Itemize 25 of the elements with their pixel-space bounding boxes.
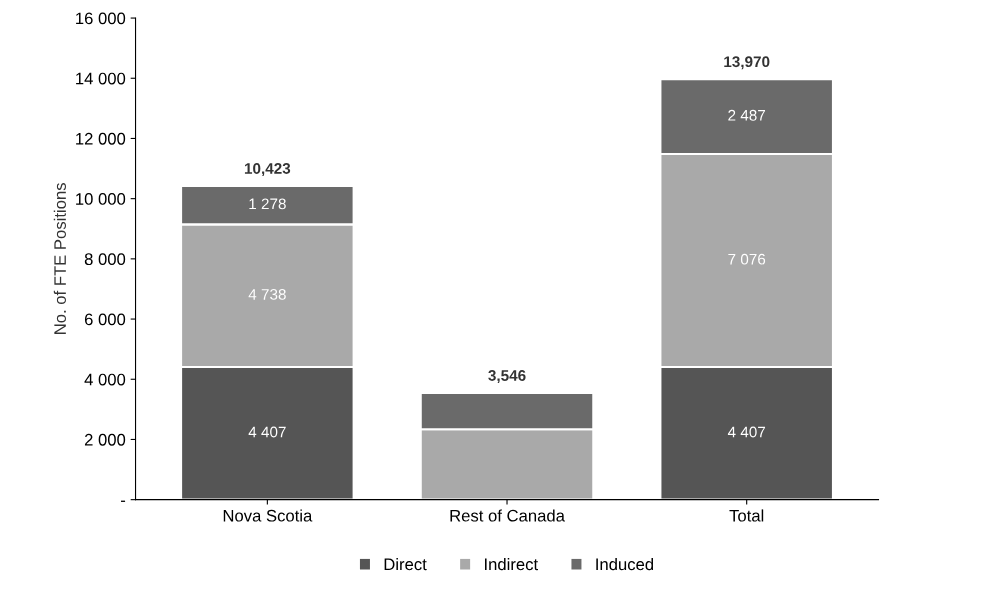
y-tick-label: - — [121, 500, 126, 502]
y-tick-label: 8 000 — [84, 253, 126, 266]
total-label: 10,423 — [244, 163, 291, 177]
y-tick-label: 2 000 — [84, 433, 126, 446]
total-label: 13,970 — [724, 56, 770, 70]
y-tick-label: 6 000 — [84, 313, 126, 326]
y-tick-label: 10 000 — [76, 193, 126, 205]
x-tick-label: Rest of Canada — [450, 509, 565, 522]
data-label: 1 278 — [249, 198, 286, 210]
legend-label: Induced — [596, 558, 654, 571]
total-label: 3,546 — [488, 370, 526, 384]
data-label: 4 407 — [248, 426, 286, 438]
y-tick-label: 14 000 — [76, 72, 126, 85]
x-tick-label: Total — [729, 509, 764, 522]
y-tick-label: 12 000 — [76, 132, 126, 145]
data-label: 4 407 — [727, 426, 766, 438]
y-tick-label: 4 000 — [84, 373, 126, 386]
legend-label: Indirect — [485, 558, 538, 571]
y-axis-title: No. of FTE Positions — [53, 183, 66, 334]
x-tick-label: Nova Scotia — [223, 509, 313, 522]
y-tick-label: 16 000 — [76, 12, 126, 25]
legend-label: Direct — [384, 558, 427, 571]
data-label: 7 076 — [728, 253, 766, 265]
data-label: 2 487 — [728, 109, 766, 121]
data-label: 4 738 — [248, 288, 286, 300]
